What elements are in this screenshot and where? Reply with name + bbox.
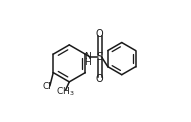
Text: S: S xyxy=(96,52,103,62)
Text: O: O xyxy=(96,74,104,84)
Text: Cl: Cl xyxy=(43,82,52,91)
Text: H: H xyxy=(84,58,91,67)
Text: N: N xyxy=(84,52,91,61)
Text: O: O xyxy=(96,29,104,39)
Text: CH$_3$: CH$_3$ xyxy=(56,86,74,98)
